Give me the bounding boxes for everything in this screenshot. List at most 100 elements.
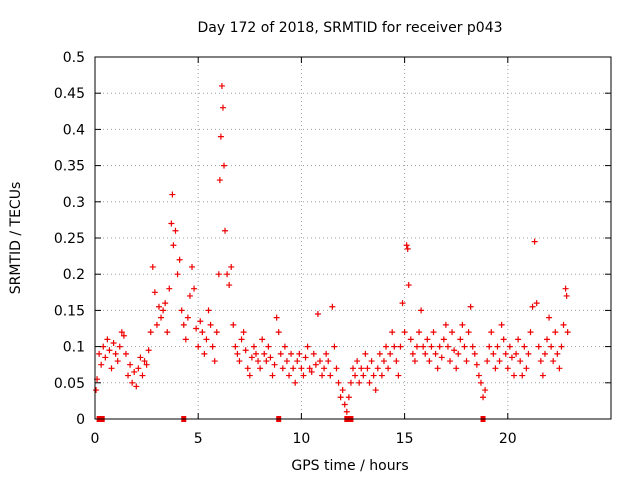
- data-point: [176, 256, 183, 263]
- data-point: [376, 350, 383, 357]
- data-point: [409, 350, 416, 357]
- data-point: [554, 350, 561, 357]
- data-point: [265, 343, 272, 350]
- data-point: [510, 372, 517, 379]
- data-point: [385, 365, 392, 372]
- data-point: [283, 358, 290, 365]
- data-point: [226, 282, 233, 289]
- data-point: [440, 336, 447, 343]
- data-point: [432, 350, 439, 357]
- y-tick-label: 0.3: [63, 195, 85, 211]
- data-point: [404, 245, 411, 252]
- data-point: [257, 365, 264, 372]
- data-point: [286, 372, 293, 379]
- data-point: [486, 343, 493, 350]
- data-point: [201, 350, 208, 357]
- data-point: [191, 285, 198, 292]
- data-point: [246, 372, 253, 379]
- data-point: [207, 321, 214, 328]
- data-point: [269, 372, 276, 379]
- data-point: [316, 358, 323, 365]
- data-point: [374, 365, 381, 372]
- data-point: [244, 365, 251, 372]
- grid: [95, 57, 611, 419]
- x-tick-label: 20: [499, 431, 517, 447]
- data-point: [153, 321, 160, 328]
- data-point: [180, 321, 187, 328]
- data-point: [494, 343, 501, 350]
- data-point: [513, 350, 520, 357]
- data-point: [184, 314, 191, 321]
- data-point: [436, 343, 443, 350]
- data-point: [238, 336, 245, 343]
- data-point: [490, 350, 497, 357]
- data-point: [517, 358, 524, 365]
- data-point: [548, 343, 555, 350]
- data-point: [444, 343, 451, 350]
- data-point: [116, 343, 123, 350]
- data-point: [519, 372, 526, 379]
- data-point: [455, 350, 462, 357]
- data-point: [469, 343, 476, 350]
- data-point: [300, 372, 307, 379]
- data-point: [160, 307, 167, 314]
- data-point: [267, 354, 274, 361]
- data-point: [393, 358, 400, 365]
- data-point: [106, 347, 113, 354]
- data-point: [428, 343, 435, 350]
- data-point: [174, 271, 181, 278]
- data-point: [459, 321, 466, 328]
- data-point: [362, 350, 369, 357]
- data-point: [546, 314, 553, 321]
- data-point: [339, 387, 346, 394]
- y-tick-label: 0.15: [54, 303, 85, 319]
- data-point: [195, 343, 202, 350]
- data-point: [250, 343, 257, 350]
- data-point: [169, 191, 176, 198]
- data-point: [523, 365, 530, 372]
- data-point: [155, 303, 162, 310]
- data-point: [411, 358, 418, 365]
- data-point: [178, 307, 185, 314]
- data-point: [120, 332, 127, 339]
- data-point: [273, 314, 280, 321]
- data-point: [125, 372, 132, 379]
- data-point: [500, 336, 507, 343]
- data-point: [391, 343, 398, 350]
- data-point: [413, 343, 420, 350]
- data-point: [354, 358, 361, 365]
- data-point: [98, 361, 105, 368]
- data-point: [399, 300, 406, 307]
- y-tick-label: 0: [76, 412, 85, 428]
- data-point: [271, 361, 278, 368]
- data-point: [96, 350, 103, 357]
- data-point: [457, 336, 464, 343]
- data-point: [325, 358, 332, 365]
- data-point: [135, 365, 142, 372]
- data-point: [129, 379, 136, 386]
- data-point: [331, 343, 338, 350]
- data-point: [147, 329, 154, 336]
- y-axis-title: SRMTID / TECUs: [8, 182, 24, 295]
- data-point: [143, 361, 150, 368]
- data-point: [360, 372, 367, 379]
- data-point: [527, 329, 534, 336]
- data-point: [537, 358, 544, 365]
- data-point: [312, 361, 319, 368]
- data-point: [93, 387, 100, 394]
- data-point: [228, 263, 235, 270]
- data-point: [248, 354, 255, 361]
- axis-ticks: 0 0.05 0.1 0.15 0.2 0.25 0.3 0.35 0.4 0.45 0.5 0 5 10…: [54, 50, 611, 447]
- x-tick-label: 0: [91, 431, 100, 447]
- data-point: [482, 387, 489, 394]
- data-point: [218, 82, 225, 89]
- data-point: [327, 372, 334, 379]
- x-tick-label: 15: [396, 431, 414, 447]
- data-point: [488, 329, 495, 336]
- data-point: [186, 292, 193, 299]
- data-point: [329, 303, 336, 310]
- chart-title: Day 172 of 2018, SRMTID for receiver p04…: [197, 20, 502, 36]
- data-point: [213, 329, 220, 336]
- data-point: [515, 336, 522, 343]
- data-point: [337, 394, 344, 401]
